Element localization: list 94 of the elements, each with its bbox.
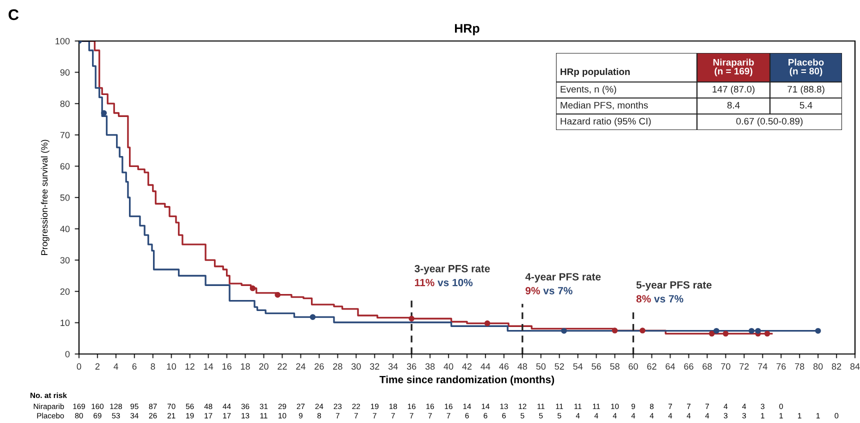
annotation: Niraparib (n = 169) (713, 58, 754, 76)
point (612, 328, 618, 334)
x-tick-label: 32 (370, 363, 380, 370)
annotation: HRp population (560, 68, 630, 77)
x-tick-label: 64 (666, 363, 675, 370)
ref-line-label: 5-year PFS rate (636, 281, 712, 291)
x-tick-label: 68 (702, 363, 712, 370)
annotation: 11% (415, 278, 434, 286)
x-tick-label: 20 (259, 363, 268, 370)
annotation: 5.4 (800, 102, 812, 109)
x-tick-label: 58 (610, 363, 620, 370)
x-tick-label: 70 (721, 363, 730, 370)
point (101, 110, 107, 116)
x-tick-label: 26 (314, 363, 324, 370)
y-tick-label: 80 (60, 100, 70, 107)
ref-line-label: 4-year PFS rate (525, 273, 601, 283)
y-tick-label: 40 (60, 226, 70, 232)
x-tick-label: 24 (296, 363, 306, 370)
y-tick-label: 70 (60, 132, 70, 138)
x-tick-label: 44 (480, 363, 490, 370)
y-axis-title: Progression-free survival (%) (40, 140, 50, 255)
annotation: vs 10% (438, 278, 473, 286)
y-tick-label: 10 (60, 320, 70, 326)
x-tick-label: 16 (222, 363, 232, 370)
annotation: vs 7% (543, 287, 572, 294)
x-tick-label: 6 (132, 363, 137, 370)
point (748, 328, 754, 334)
x-tick-label: 56 (592, 363, 601, 370)
x-tick-label: 66 (684, 363, 694, 370)
annotation: 8.4 (727, 102, 740, 109)
point (764, 330, 770, 337)
x-tick-label: 2 (95, 363, 100, 370)
x-tick-label: 84 (850, 363, 860, 370)
x-tick-label: 8 (150, 363, 156, 370)
point (274, 292, 281, 298)
annotation: Events, n (%) (560, 86, 616, 94)
x-tick-label: 42 (462, 363, 472, 370)
annotation: 147 (87.0) (712, 86, 754, 94)
x-tick-label: 80 (813, 363, 823, 370)
x-tick-label: 74 (758, 363, 768, 370)
x-tick-label: 22 (278, 363, 287, 370)
point (484, 320, 490, 326)
x-tick-label: 18 (240, 363, 250, 370)
point (714, 328, 720, 334)
y-tick-label: 20 (60, 288, 70, 295)
point (561, 328, 567, 334)
x-tick-label: 60 (628, 363, 638, 370)
point (755, 328, 761, 334)
x-tick-label: 46 (499, 363, 509, 370)
point (708, 330, 715, 337)
point (722, 330, 729, 337)
x-tick-label: 82 (832, 363, 842, 370)
annotation: vs 7% (654, 295, 684, 302)
x-tick-label: 78 (795, 363, 804, 370)
x-tick-label: 0 (76, 363, 82, 370)
annotation: 0.67 (0.50-0.89) (736, 118, 803, 126)
x-tick-label: 30 (351, 363, 361, 370)
x-tick-label: 14 (204, 363, 214, 370)
chart-title: HRp (454, 24, 480, 36)
y-tick-label: 90 (60, 69, 70, 76)
x-tick-label: 10 (167, 363, 176, 370)
x-tick-label: 12 (186, 363, 194, 370)
annotation: Median PFS, months (560, 102, 648, 110)
annotation: Hazard ratio (95% CI) (560, 118, 651, 126)
x-tick-label: 4 (114, 363, 118, 370)
point (250, 285, 256, 292)
annotation: 9% (526, 286, 540, 294)
y-tick-label: 30 (60, 257, 70, 264)
x-tick-label: 34 (388, 363, 398, 370)
x-tick-label: 62 (647, 363, 656, 370)
text: C (8, 9, 19, 20)
x-tick-label: 76 (776, 363, 786, 370)
point (408, 316, 414, 322)
x-tick-label: 38 (425, 363, 435, 370)
x-tick-label: 28 (333, 363, 342, 370)
y-tick-label: 60 (60, 163, 70, 170)
y-tick-label: 100 (56, 38, 70, 44)
x-tick-label: 52 (554, 363, 564, 370)
ref-line-label: 3-year PFS rate (414, 264, 490, 274)
x-axis-title: Time since randomization (months) (380, 376, 554, 386)
annotation: 8% (636, 295, 651, 302)
x-tick-label: 36 (406, 363, 416, 370)
y-tick-label: 0 (65, 350, 70, 358)
y-tick-label: 50 (60, 194, 70, 201)
x-tick-label: 40 (444, 363, 454, 370)
x-tick-label: 50 (536, 363, 546, 370)
point (640, 328, 646, 334)
annotation: Placebo (n = 80) (788, 58, 824, 76)
x-tick-label: 54 (573, 363, 583, 370)
x-tick-label: 48 (518, 363, 528, 370)
x-tick-label: 72 (740, 363, 749, 370)
point (310, 314, 316, 320)
annotation: 71 (88.8) (788, 86, 824, 94)
point (815, 328, 821, 334)
